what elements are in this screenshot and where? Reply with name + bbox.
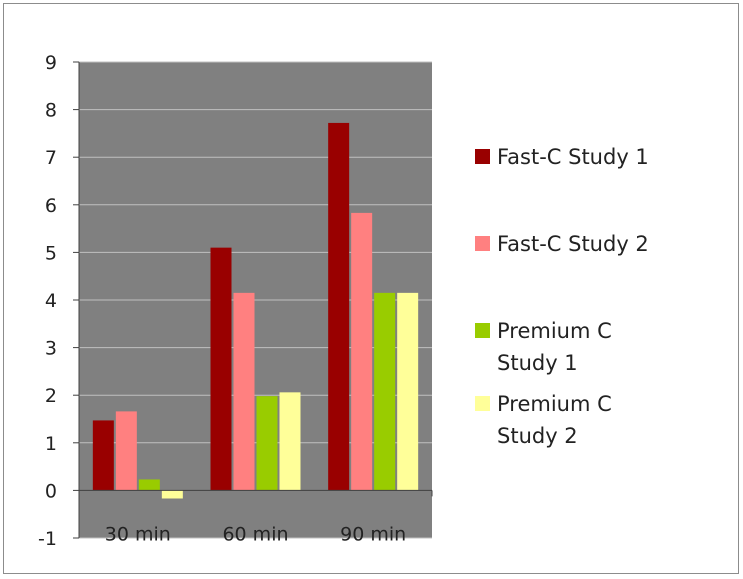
y-tick-label: 0	[45, 480, 57, 502]
bar	[256, 396, 278, 491]
y-tick-label: 1	[45, 433, 57, 455]
bar	[138, 479, 160, 491]
y-tick-label: 3	[45, 338, 57, 360]
y-tick-label: 2	[45, 385, 57, 407]
legend: Fast-C Study 1 Fast-C Study 2 Premium C Stu…	[475, 145, 649, 448]
legend-swatch	[475, 149, 490, 164]
y-tick-label: 8	[45, 100, 57, 122]
x-tick-label: 30 min	[105, 523, 171, 545]
legend-swatch	[475, 396, 490, 411]
y-tick-label: 7	[45, 147, 57, 169]
legend-swatch	[475, 236, 490, 251]
y-tick-label: 6	[45, 195, 57, 217]
y-tick-label: 4	[45, 290, 57, 312]
bar	[233, 292, 255, 491]
legend-label: Study 2	[497, 424, 578, 448]
bars	[92, 122, 419, 499]
axes: 9 8 7 6 5 4 3 2 1 0 -1 30 min 60 min 90 min	[38, 52, 433, 550]
bar	[374, 292, 396, 491]
bar	[115, 411, 137, 491]
y-tick-label: 5	[45, 242, 57, 264]
legend-label: Study 1	[497, 351, 578, 375]
legend-label: Fast-C Study 2	[497, 232, 649, 256]
bar	[328, 122, 350, 491]
legend-label: Premium C	[497, 319, 612, 343]
legend-swatch	[475, 323, 490, 338]
x-tick-label: 60 min	[222, 523, 288, 545]
y-tick-label: -1	[38, 528, 57, 550]
legend-label: Fast-C Study 1	[497, 145, 649, 169]
bar	[92, 420, 114, 491]
bar	[210, 247, 232, 491]
plot-area	[79, 61, 432, 539]
bar	[351, 212, 373, 491]
bar	[397, 292, 419, 491]
x-tick-label: 90 min	[340, 523, 406, 545]
y-tick-label: 9	[45, 52, 57, 74]
bar	[279, 392, 301, 491]
legend-label: Premium C	[497, 392, 612, 416]
bar	[161, 490, 183, 499]
